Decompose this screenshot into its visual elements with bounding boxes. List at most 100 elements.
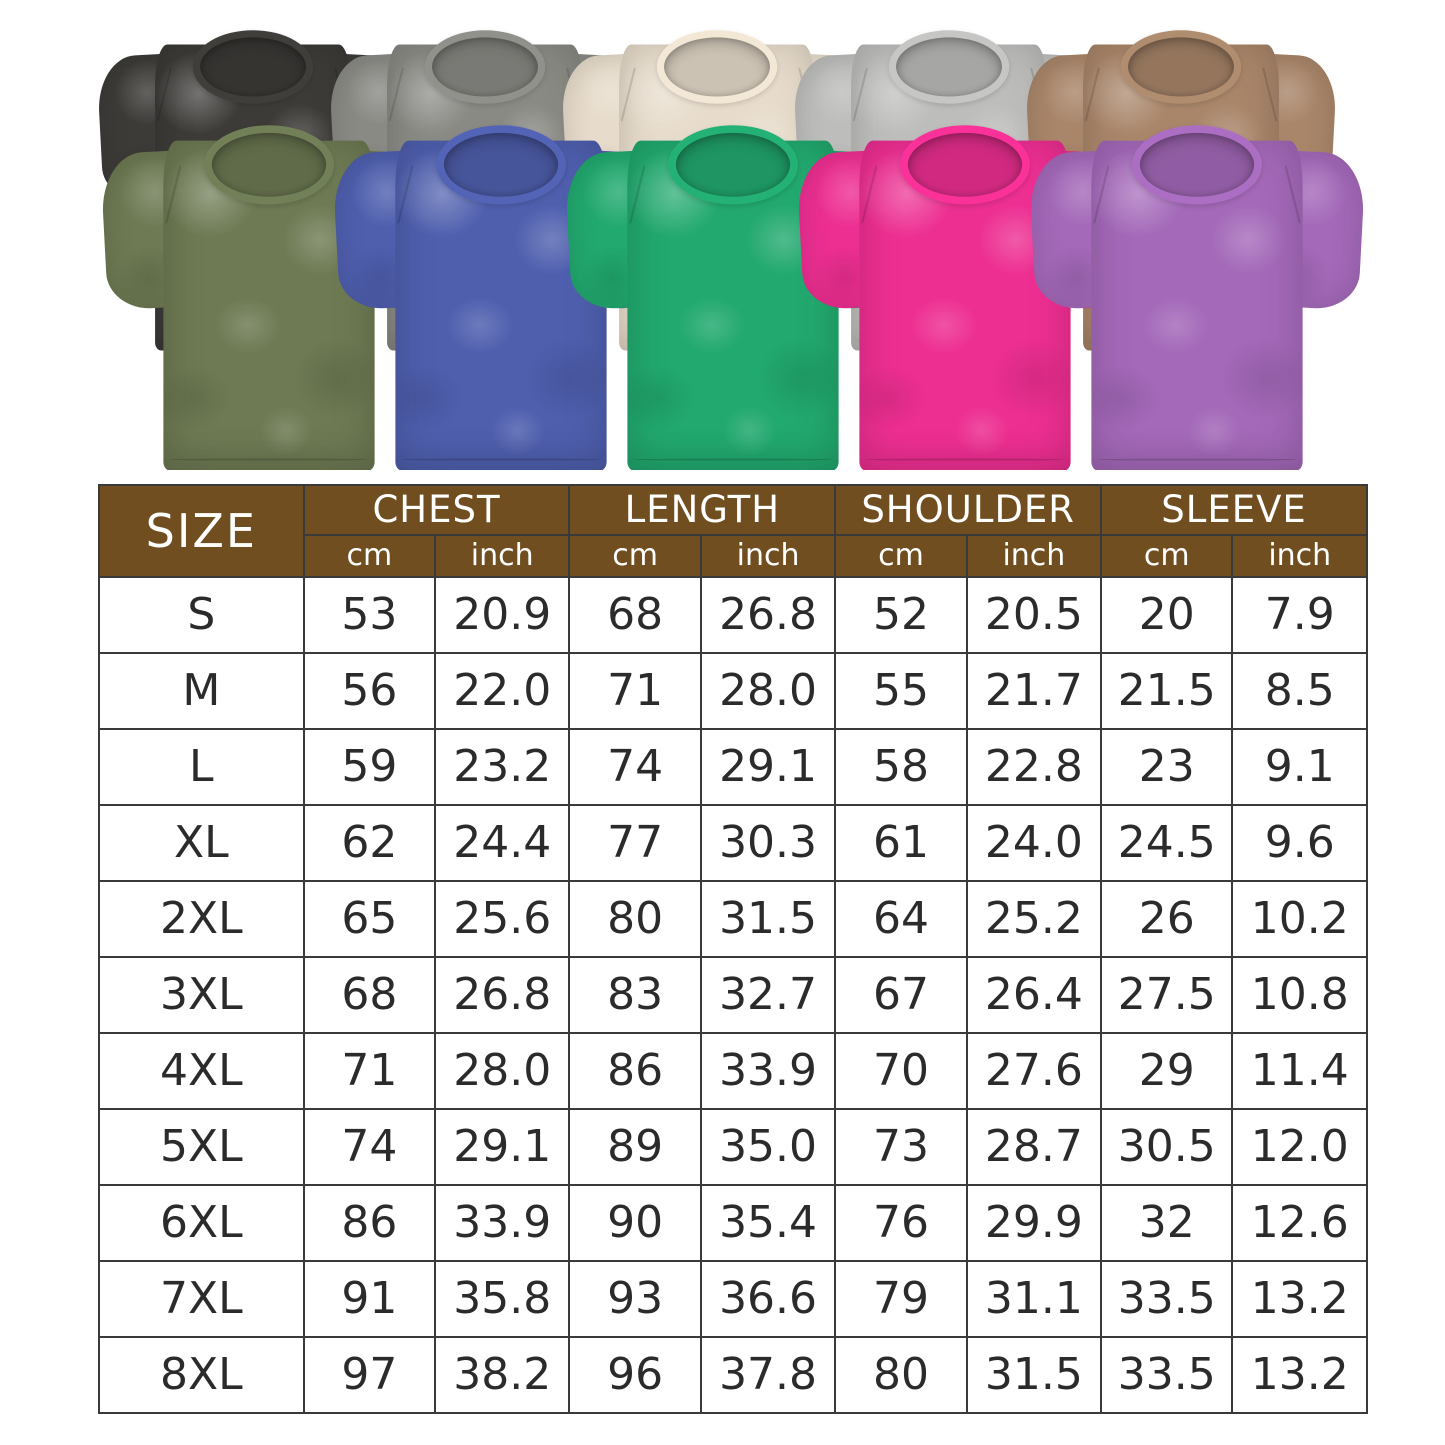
unit-header-sleeve-inch: inch <box>1231 534 1368 578</box>
table-row: S 53 20.9 68 26.8 52 20.5 20 7.9 <box>98 576 1368 654</box>
cell-size: 5XL <box>98 1108 305 1186</box>
cell-sleeve-in: 13.2 <box>1231 1260 1368 1338</box>
cell-chest-in: 25.6 <box>434 880 571 958</box>
cell-length-cm: 89 <box>568 1108 702 1186</box>
cell-size: S <box>98 576 305 654</box>
cell-sleeve-cm: 33.5 <box>1100 1336 1234 1414</box>
cell-chest-in: 35.8 <box>434 1260 571 1338</box>
cell-chest-cm: 68 <box>302 956 437 1034</box>
cell-length-in: 28.0 <box>699 652 837 730</box>
cell-chest-in: 22.0 <box>434 652 571 730</box>
size-chart-body: S 53 20.9 68 26.8 52 20.5 20 7.9 M 56 22.0 71 28.0 55 2… <box>98 576 1368 1414</box>
table-row: 2XL 65 25.6 80 31.5 64 25.2 26 10.2 <box>98 880 1368 958</box>
cell-length-cm: 96 <box>568 1336 702 1414</box>
cell-length-in: 33.9 <box>699 1032 837 1110</box>
cell-length-cm: 86 <box>568 1032 702 1110</box>
cell-size: 7XL <box>98 1260 305 1338</box>
cell-shoulder-in: 20.5 <box>965 576 1103 654</box>
cell-length-in: 29.1 <box>699 728 837 806</box>
cell-shoulder-cm: 58 <box>834 728 968 806</box>
cell-sleeve-in: 11.4 <box>1231 1032 1368 1110</box>
cell-length-cm: 93 <box>568 1260 702 1338</box>
cell-length-cm: 68 <box>568 576 702 654</box>
table-row: 3XL 68 26.8 83 32.7 67 26.4 27.5 10.8 <box>98 956 1368 1034</box>
cell-chest-in: 23.2 <box>434 728 571 806</box>
cell-size: M <box>98 652 305 730</box>
cell-sleeve-in: 13.2 <box>1231 1336 1368 1414</box>
cell-shoulder-cm: 70 <box>834 1032 968 1110</box>
cell-sleeve-in: 9.1 <box>1231 728 1368 806</box>
cell-shoulder-cm: 73 <box>834 1108 968 1186</box>
cell-chest-in: 24.4 <box>434 804 571 882</box>
size-chart-table: SIZE CHEST LENGTH SHOULDER SLEEVE cm inch cm in… <box>98 484 1368 1414</box>
cell-sleeve-in: 8.5 <box>1231 652 1368 730</box>
table-row: L 59 23.2 74 29.1 58 22.8 23 9.1 <box>98 728 1368 806</box>
cell-shoulder-cm: 55 <box>834 652 968 730</box>
cell-shoulder-in: 29.9 <box>965 1184 1103 1262</box>
table-row: M 56 22.0 71 28.0 55 21.7 21.5 8.5 <box>98 652 1368 730</box>
cell-length-cm: 71 <box>568 652 702 730</box>
cell-size: L <box>98 728 305 806</box>
cell-size: XL <box>98 804 305 882</box>
cell-chest-cm: 91 <box>302 1260 437 1338</box>
cell-sleeve-cm: 33.5 <box>1100 1260 1234 1338</box>
cell-chest-in: 33.9 <box>434 1184 571 1262</box>
cell-shoulder-cm: 64 <box>834 880 968 958</box>
cell-sleeve-in: 10.8 <box>1231 956 1368 1034</box>
tshirt-collar-rib <box>424 30 546 104</box>
cell-length-cm: 90 <box>568 1184 702 1262</box>
table-row: XL 62 24.4 77 30.3 61 24.0 24.5 9.6 <box>98 804 1368 882</box>
cell-size: 3XL <box>98 956 305 1034</box>
tshirt-collar-rib <box>204 125 334 205</box>
cell-sleeve-in: 9.6 <box>1231 804 1368 882</box>
tshirt-collar-rib <box>192 30 314 104</box>
cell-length-cm: 80 <box>568 880 702 958</box>
tshirt-collar-rib <box>668 125 798 205</box>
cell-chest-cm: 59 <box>302 728 437 806</box>
column-header-sleeve: SLEEVE <box>1100 484 1368 536</box>
cell-length-in: 37.8 <box>699 1336 837 1414</box>
cell-length-in: 35.0 <box>699 1108 837 1186</box>
cell-sleeve-in: 7.9 <box>1231 576 1368 654</box>
cell-chest-in: 20.9 <box>434 576 571 654</box>
cell-chest-cm: 71 <box>302 1032 437 1110</box>
cell-sleeve-in: 12.6 <box>1231 1184 1368 1262</box>
tshirt-collar-rib <box>656 30 778 104</box>
cell-length-in: 30.3 <box>699 804 837 882</box>
unit-header-length-cm: cm <box>568 534 702 578</box>
cell-chest-in: 29.1 <box>434 1108 571 1186</box>
cell-chest-cm: 65 <box>302 880 437 958</box>
cell-length-in: 35.4 <box>699 1184 837 1262</box>
cell-chest-in: 38.2 <box>434 1336 571 1414</box>
cell-size: 8XL <box>98 1336 305 1414</box>
cell-length-cm: 77 <box>568 804 702 882</box>
cell-shoulder-in: 25.2 <box>965 880 1103 958</box>
cell-size: 2XL <box>98 880 305 958</box>
unit-header-shoulder-inch: inch <box>965 534 1103 578</box>
table-row: 7XL 91 35.8 93 36.6 79 31.1 33.5 13.2 <box>98 1260 1368 1338</box>
column-header-length: LENGTH <box>568 484 837 536</box>
cell-chest-in: 26.8 <box>434 956 571 1034</box>
table-row: 6XL 86 33.9 90 35.4 76 29.9 32 12.6 <box>98 1184 1368 1262</box>
cell-chest-cm: 56 <box>302 652 437 730</box>
cell-sleeve-cm: 21.5 <box>1100 652 1234 730</box>
cell-sleeve-cm: 20 <box>1100 576 1234 654</box>
measurement-unit-row: cm inch cm inch cm inch cm inch <box>99 534 1368 578</box>
table-row: 5XL 74 29.1 89 35.0 73 28.7 30.5 12.0 <box>98 1108 1368 1186</box>
cell-sleeve-cm: 26 <box>1100 880 1234 958</box>
cell-shoulder-in: 31.1 <box>965 1260 1103 1338</box>
tshirt-collar-rib <box>900 125 1030 205</box>
cell-sleeve-cm: 24.5 <box>1100 804 1234 882</box>
cell-size: 4XL <box>98 1032 305 1110</box>
cell-chest-cm: 74 <box>302 1108 437 1186</box>
cell-length-cm: 74 <box>568 728 702 806</box>
cell-shoulder-cm: 52 <box>834 576 968 654</box>
tshirt-collar-rib <box>436 125 566 205</box>
cell-length-in: 31.5 <box>699 880 837 958</box>
column-header-size: SIZE <box>98 484 305 578</box>
size-chart-header: SIZE CHEST LENGTH SHOULDER SLEEVE cm inch cm in… <box>98 484 1368 578</box>
cell-shoulder-in: 27.6 <box>965 1032 1103 1110</box>
cell-shoulder-in: 21.7 <box>965 652 1103 730</box>
unit-header-length-inch: inch <box>699 534 837 578</box>
table-row: 4XL 71 28.0 86 33.9 70 27.6 29 11.4 <box>98 1032 1368 1110</box>
